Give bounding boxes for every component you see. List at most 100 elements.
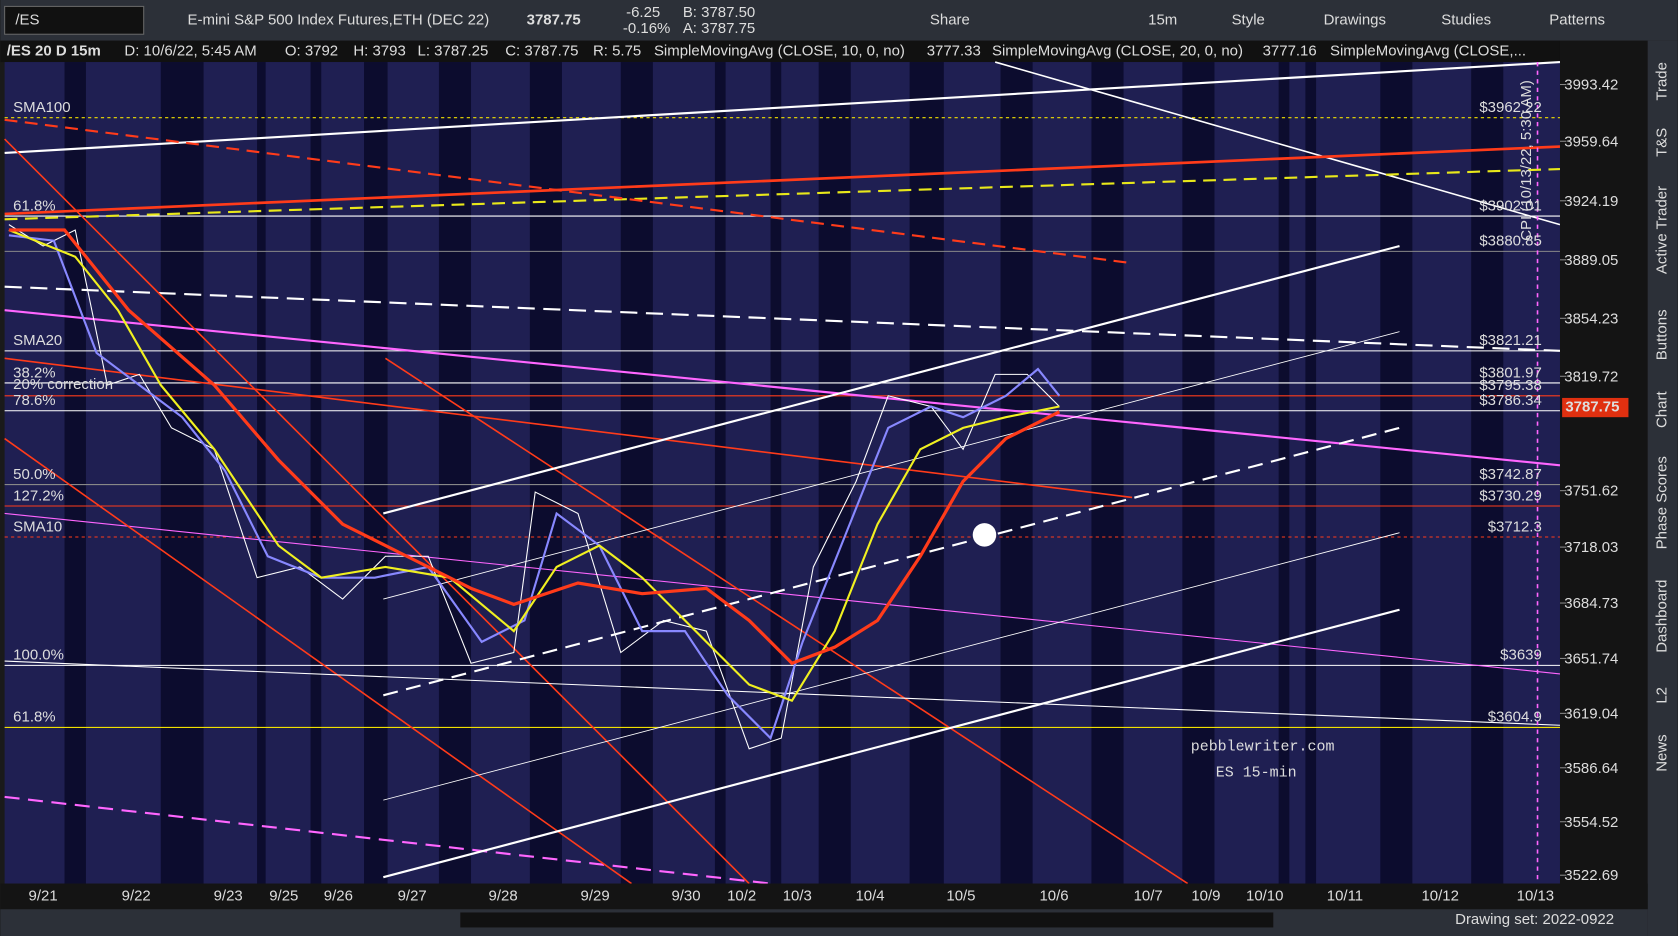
toolbar-button[interactable]: Patterns	[1549, 11, 1605, 28]
channel-line	[383, 608, 1400, 879]
trendline	[4, 138, 750, 885]
sidebar-tab[interactable]: News	[1654, 734, 1671, 771]
watermark: ES 15-min	[1216, 765, 1297, 781]
study-chart: /ES 20 D 15m	[7, 42, 101, 59]
channel-line	[383, 244, 1400, 515]
trendline	[4, 512, 1561, 675]
level-label: $3712.3	[1488, 518, 1542, 535]
session-stripe	[364, 62, 388, 884]
toolbar	[0, 0, 1678, 41]
description: E-mini S&P 500 Index Futures,ETH (DEC 22…	[188, 11, 490, 28]
y-tick-label: 3554.52	[1564, 814, 1618, 831]
toolbar-button[interactable]: Share	[930, 11, 970, 28]
y-tick-label: 3751.62	[1564, 483, 1618, 500]
y-tick-label: 3586.64	[1564, 760, 1618, 777]
session-stripes	[64, 62, 1504, 884]
x-tick-label: 9/21	[29, 887, 58, 904]
sma-yellow	[8, 228, 1060, 702]
date-axis	[0, 883, 1648, 910]
drawing-set: Drawing set: 2022-0922	[1455, 911, 1614, 928]
plot-area	[4, 62, 1560, 884]
session-stripe	[714, 62, 726, 884]
y-tick-label: 3993.42	[1564, 77, 1618, 94]
study-sma10-value: 3777.33	[927, 42, 981, 59]
level-label: $3604.9	[1488, 709, 1542, 726]
study-sma100: SimpleMovingAvg (CLOSE,...	[1330, 42, 1526, 59]
y-tick-label: 3889.05	[1564, 252, 1618, 269]
sidebar-tab[interactable]: Chart	[1654, 391, 1671, 428]
x-tick-label: 9/22	[122, 887, 151, 904]
level-label: $3742.87	[1479, 466, 1541, 483]
session-stripe	[818, 62, 851, 884]
toolbar-button[interactable]: Drawings	[1324, 11, 1386, 28]
sidebar	[1647, 40, 1678, 936]
y-tick-label: 3619.04	[1564, 705, 1618, 722]
sidebar-tab[interactable]: Trade	[1654, 62, 1671, 101]
sidebar-tab[interactable]: L2	[1654, 687, 1671, 704]
trendline	[4, 309, 1561, 467]
toolbar-button[interactable]: Studies	[1441, 11, 1491, 28]
x-tick-label: 10/3	[783, 887, 812, 904]
sidebar-tab[interactable]: Dashboard	[1654, 580, 1671, 653]
trendline	[4, 660, 1561, 726]
level-label: $3902.01	[1479, 197, 1541, 214]
y-tick-label: 3924.19	[1564, 193, 1618, 210]
price-axis	[1559, 40, 1648, 884]
session-stripe	[257, 62, 266, 884]
study-sma20-value: 3777.16	[1263, 42, 1317, 59]
x-tick-label: 9/26	[324, 887, 353, 904]
level-label: $3801.97	[1479, 364, 1541, 381]
level-name: 127.2%	[13, 487, 64, 504]
x-tick-label: 10/2	[727, 887, 756, 904]
toolbar-button[interactable]: Style	[1232, 11, 1265, 28]
watermark: pebblewriter.com	[1191, 740, 1335, 756]
level-label: $3795.38	[1479, 377, 1541, 394]
y-tick-label: 3819.72	[1564, 368, 1618, 385]
sidebar-tab[interactable]: T&S	[1654, 128, 1671, 157]
study-range: R: 5.75	[593, 42, 641, 59]
session-stripe	[64, 62, 86, 884]
trendline	[4, 167, 1561, 221]
trendline	[4, 60, 1561, 155]
y-tick-label: 3959.64	[1564, 133, 1618, 150]
labels: /ES E-mini S&P 500 Index Futures,ETH (DEC…	[7, 4, 1671, 928]
session-stripe	[1380, 62, 1413, 884]
price-tag-box	[1562, 397, 1629, 418]
event-label: CPI (10/13/22, 5:30 AM)	[1518, 80, 1535, 241]
trendline	[994, 61, 1561, 226]
level-name: 61.8%	[13, 709, 55, 726]
y-tick-label: 3522.69	[1564, 867, 1618, 884]
trendline	[4, 795, 771, 885]
x-tick-label: 10/5	[946, 887, 975, 904]
price-line	[8, 224, 1060, 750]
sidebar-tab[interactable]: Buttons	[1654, 309, 1671, 360]
x-tick-label: 9/29	[581, 887, 610, 904]
scrollbar[interactable]	[460, 912, 1274, 928]
change: -6.25	[626, 4, 660, 21]
y-tick-label: 3651.74	[1564, 650, 1618, 667]
sidebar-tab[interactable]: Active Trader	[1654, 186, 1671, 274]
study-sma10: SimpleMovingAvg (CLOSE, 10, 0, no)	[654, 42, 905, 59]
level-label: $3786.34	[1479, 392, 1541, 409]
symbol-box[interactable]	[4, 5, 145, 35]
x-tick-label: 9/27	[398, 887, 427, 904]
x-tick-label: 9/25	[269, 887, 298, 904]
sidebar-tab[interactable]: Phase Scores	[1654, 456, 1671, 549]
level-label: $3962.22	[1479, 99, 1541, 116]
level-name: SMA100	[13, 99, 70, 116]
x-tick-label: 10/7	[1134, 887, 1163, 904]
y-tick-label: 3854.23	[1564, 310, 1618, 327]
session-stripe	[310, 62, 322, 884]
x-tick-label: 9/28	[489, 887, 518, 904]
level-name: 20% correction	[13, 376, 113, 393]
level-name: 78.6%	[13, 392, 55, 409]
toolbar-button[interactable]: 15m	[1148, 11, 1177, 28]
trendline	[4, 145, 1561, 216]
trendline	[385, 357, 1189, 885]
price-tag: 3787.75	[1565, 399, 1619, 416]
y-tick-label: 3718.03	[1564, 539, 1618, 556]
x-tick-label: 10/12	[1421, 887, 1458, 904]
last-price: 3787.75	[527, 11, 581, 28]
symbol: /ES	[15, 11, 39, 28]
